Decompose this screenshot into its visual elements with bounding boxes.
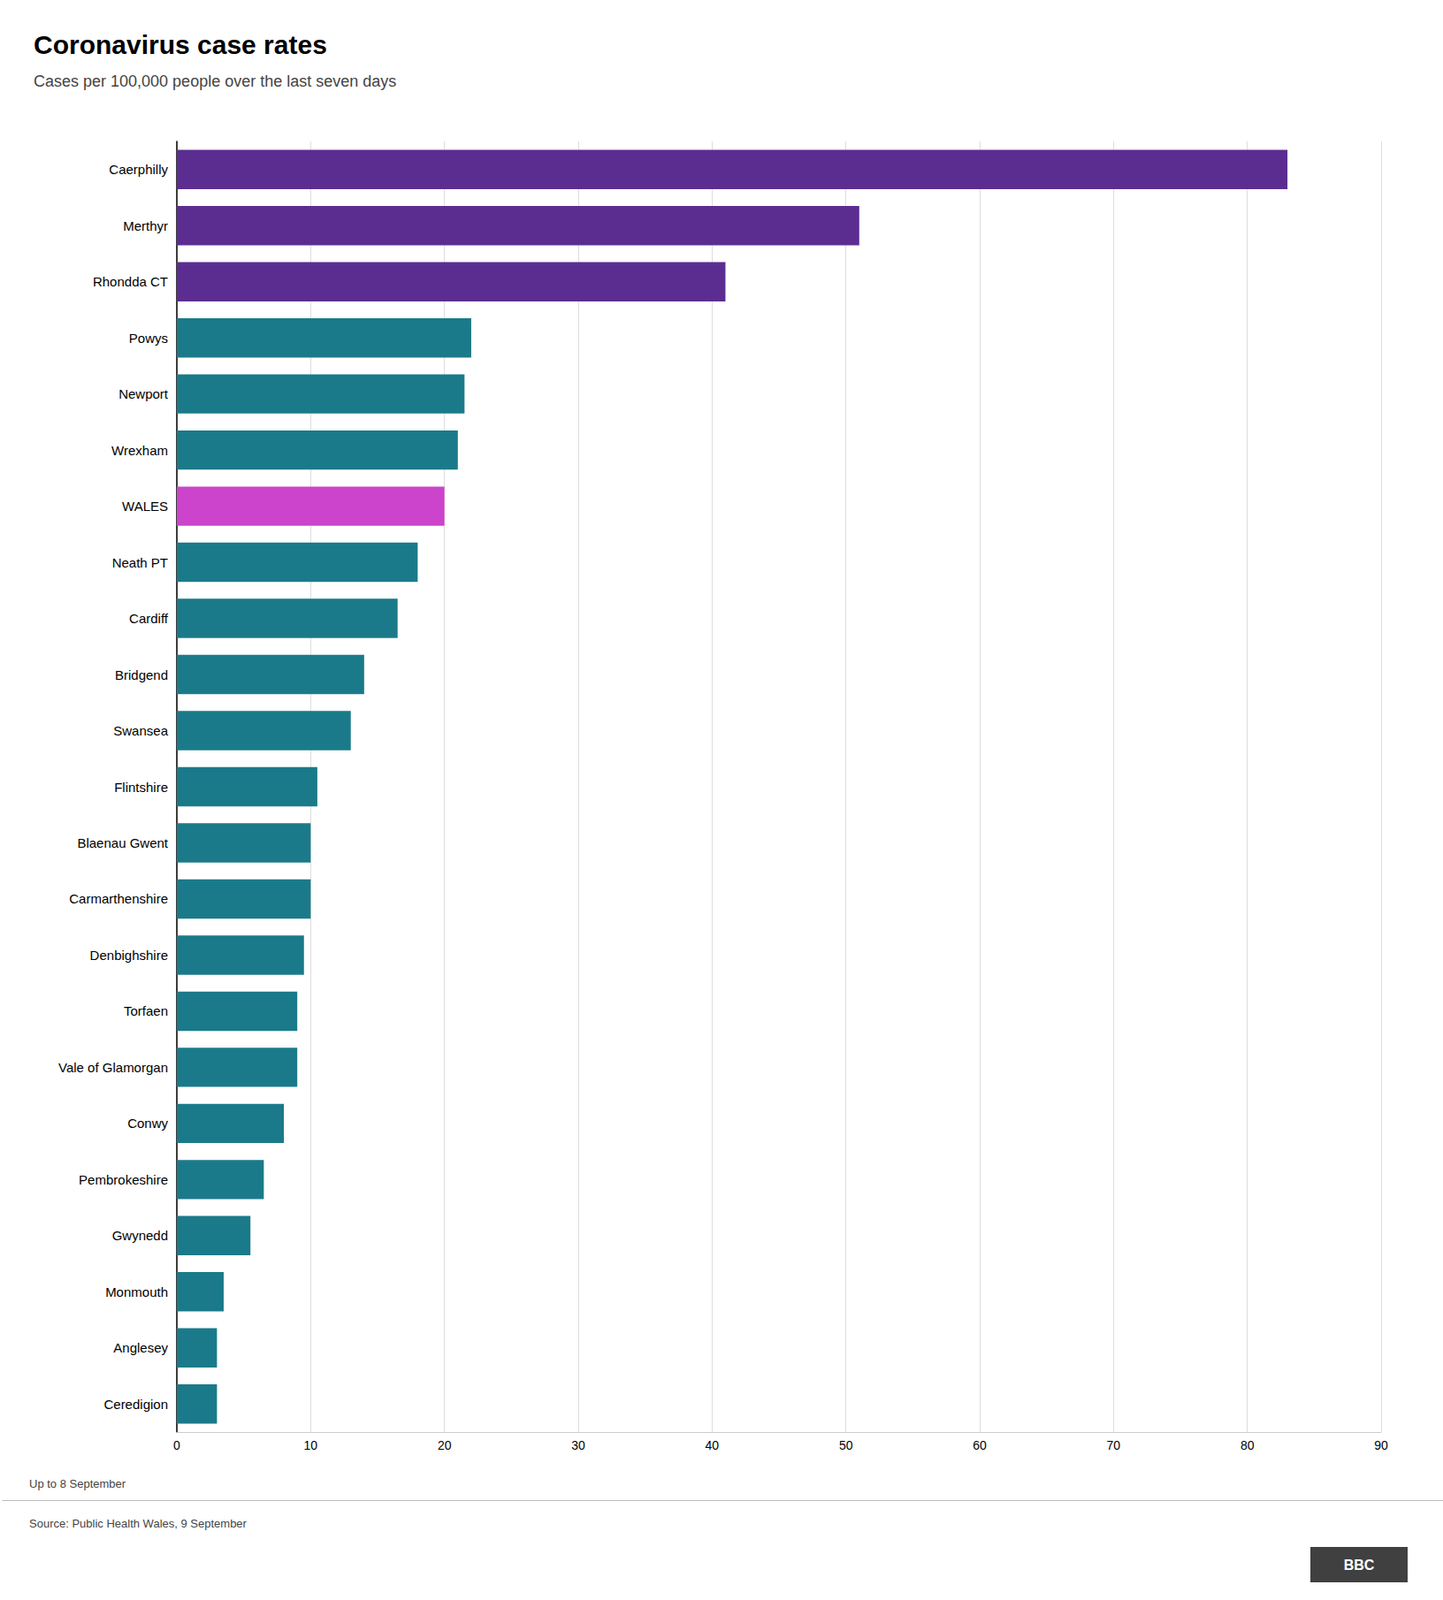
svg-text:Ceredigion: Ceredigion [103,1397,168,1413]
svg-text:Powys: Powys [129,330,168,346]
svg-text:Gwynedd: Gwynedd [112,1228,168,1244]
svg-text:90: 90 [1374,1438,1389,1453]
svg-text:30: 30 [571,1438,586,1453]
svg-text:Denbighshire: Denbighshire [90,947,168,963]
svg-text:20: 20 [437,1438,452,1453]
svg-text:Caerphilly: Caerphilly [108,161,168,177]
svg-text:Neath PT: Neath PT [112,555,168,571]
svg-text:Blaenau Gwent: Blaenau Gwent [76,835,168,851]
svg-text:Merthyr: Merthyr [122,218,168,234]
svg-text:Conwy: Conwy [127,1115,168,1131]
svg-text:Swansea: Swansea [113,723,168,739]
svg-text:WALES: WALES [122,498,168,514]
svg-text:Torfaen: Torfaen [123,1003,168,1019]
svg-text:Flintshire: Flintshire [114,779,168,795]
svg-text:Cases per 100,000 people over: Cases per 100,000 people over the last s… [33,72,397,91]
svg-text:60: 60 [972,1438,987,1453]
svg-text:10: 10 [304,1438,319,1453]
svg-text:Monmouth: Monmouth [105,1284,168,1300]
svg-text:BBC: BBC [1343,1557,1375,1573]
svg-text:Source: Public Health Wales, 9: Source: Public Health Wales, 9 September [29,1517,248,1531]
svg-text:Bridgend: Bridgend [114,667,168,683]
svg-text:70: 70 [1107,1438,1122,1453]
svg-text:Anglesey: Anglesey [113,1340,168,1356]
svg-text:0: 0 [173,1438,181,1453]
svg-text:80: 80 [1240,1438,1255,1453]
svg-text:40: 40 [705,1438,720,1453]
svg-text:Coronavirus case rates: Coronavirus case rates [33,30,328,60]
svg-text:Vale of Glamorgan: Vale of Glamorgan [58,1060,168,1076]
svg-text:50: 50 [839,1438,854,1453]
svg-text:Rhondda CT: Rhondda CT [92,274,168,290]
svg-text:Carmarthenshire: Carmarthenshire [68,891,168,907]
svg-text:Wrexham: Wrexham [111,442,168,459]
svg-text:Pembrokeshire: Pembrokeshire [78,1172,168,1188]
svg-text:Up to 8 September: Up to 8 September [29,1477,127,1491]
svg-text:Newport: Newport [118,386,169,402]
svg-text:Cardiff: Cardiff [129,610,169,627]
